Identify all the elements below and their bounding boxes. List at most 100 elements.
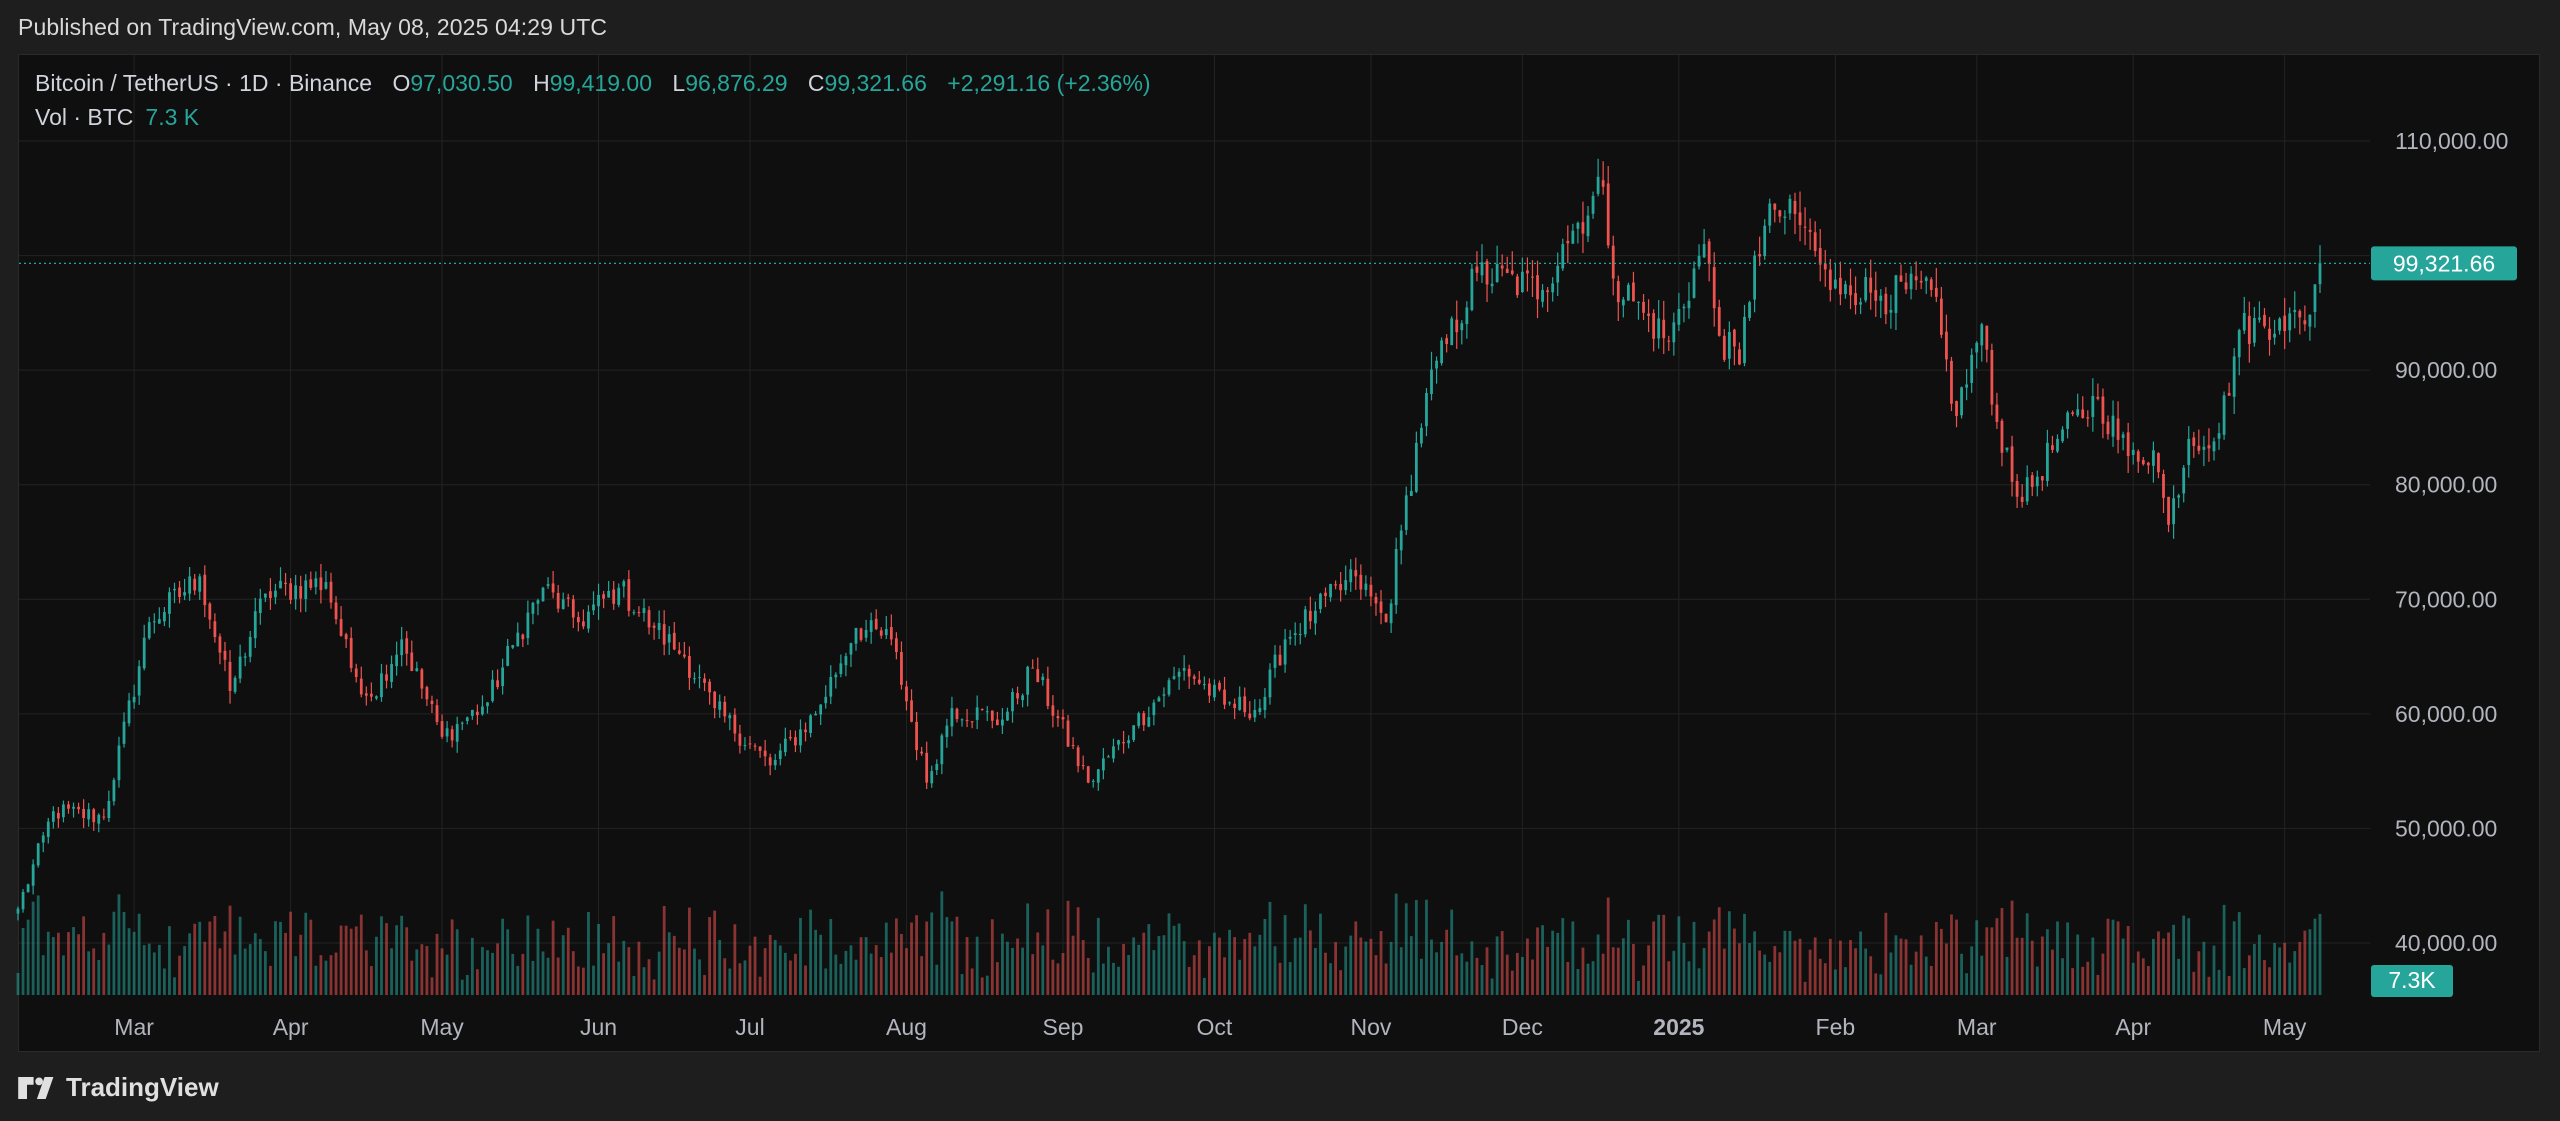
volume-bar — [1627, 919, 1630, 995]
candle-body — [2046, 442, 2049, 481]
volume-bar — [2005, 956, 2009, 995]
candle-body — [1283, 639, 1287, 665]
volume-bar — [960, 974, 964, 995]
volume-bar — [1884, 912, 1888, 995]
volume-bar — [56, 932, 60, 995]
volume-bar — [425, 946, 429, 995]
candle-body — [1228, 702, 1231, 704]
volume-bar — [2177, 958, 2181, 995]
volume-bar — [1985, 927, 1989, 995]
volume-bar — [218, 948, 222, 995]
volume-bar — [334, 952, 338, 995]
candle-body — [274, 590, 277, 598]
volume-bar — [1495, 936, 1499, 995]
candle-body — [1066, 720, 1070, 747]
candle-body — [2222, 395, 2226, 435]
volume-legend: Vol · BTC 7.3 K — [35, 104, 199, 131]
candle-body — [476, 711, 479, 716]
volume-bar — [2212, 945, 2216, 995]
candle-body — [51, 811, 55, 822]
x-tick-label: Mar — [114, 1014, 154, 1040]
volume-bar — [299, 934, 303, 995]
candle-body — [839, 663, 843, 675]
symbol-label[interactable]: Bitcoin / TetherUS · 1D · Binance — [35, 70, 373, 96]
volume-bar — [1132, 937, 1136, 995]
candle-body — [1051, 705, 1055, 716]
candle-body — [2298, 311, 2302, 318]
volume-bar — [905, 948, 908, 995]
volume-bar — [1046, 909, 1050, 995]
candle-body — [778, 750, 782, 759]
volume-label[interactable]: Vol · BTC — [35, 104, 134, 130]
volume-bar — [359, 914, 363, 995]
volume-bar — [1218, 937, 1221, 995]
volume-bar — [289, 911, 292, 995]
volume-bar — [990, 919, 994, 995]
volume-bar — [652, 979, 656, 995]
candle-body — [1657, 318, 1661, 339]
volume-bar — [1556, 932, 1560, 995]
candle-body — [1152, 702, 1156, 716]
volume-bar — [2227, 975, 2231, 995]
volume-bar — [2126, 926, 2130, 995]
volume-bar — [2222, 904, 2226, 995]
volume-bar — [1758, 950, 1762, 995]
candle-body — [1061, 717, 1065, 720]
candle-body — [1475, 266, 1479, 273]
volume-bar — [1929, 965, 1933, 995]
candle-body — [415, 668, 419, 672]
volume-bar — [430, 977, 434, 995]
volume-bar — [2025, 913, 2029, 995]
volume-bar — [1793, 940, 1797, 995]
volume-bar — [1531, 959, 1534, 995]
candle-body — [1253, 709, 1257, 718]
volume-bar — [2101, 953, 2105, 995]
volume-bar — [1904, 939, 1908, 995]
candle-body — [920, 751, 924, 754]
candle-body — [1813, 232, 1817, 251]
candle-body — [127, 700, 131, 724]
volume-bar — [672, 935, 676, 995]
candle-body — [1778, 210, 1782, 217]
volume-bar — [1682, 942, 1686, 995]
volume-bar — [2293, 951, 2297, 995]
volume-bar — [304, 912, 308, 995]
candle-body — [1031, 667, 1035, 669]
candle-body — [46, 821, 50, 837]
volume-bar — [2283, 942, 2287, 995]
volume-bar — [1122, 944, 1125, 995]
candle-body — [1268, 669, 1272, 698]
volume-bar — [1505, 954, 1509, 995]
candle-body — [910, 700, 913, 722]
volume-bar — [1051, 959, 1055, 995]
volume-bar — [188, 933, 192, 995]
tradingview-logo[interactable]: TradingView — [18, 1072, 219, 1103]
candle-body — [698, 677, 701, 679]
candle-body — [551, 583, 555, 593]
candle-body — [193, 578, 197, 591]
candle-body — [2258, 317, 2261, 320]
volume-bar — [1147, 924, 1151, 995]
volume-bar — [1606, 897, 1610, 995]
volume-bar — [263, 951, 267, 995]
candle-body — [1319, 593, 1322, 610]
volume-bar — [1091, 972, 1095, 995]
chart-frame[interactable] — [18, 54, 2540, 1052]
x-tick-label: Jun — [580, 1014, 617, 1040]
volume-bar — [1182, 941, 1186, 995]
y-tick-label: 110,000.00 — [2395, 128, 2508, 154]
volume-bar — [1319, 913, 1322, 995]
volume-bar — [1919, 935, 1923, 995]
volume-bar — [1955, 919, 1958, 995]
candle-body — [915, 721, 918, 751]
volume-bar — [1283, 915, 1287, 995]
candle-body — [1945, 331, 1948, 360]
candle-body — [1177, 671, 1181, 677]
volume-bar — [2040, 936, 2044, 995]
volume-bar — [1722, 948, 1726, 995]
candle-body — [72, 806, 75, 809]
volume-bar — [748, 945, 752, 995]
volume-bar — [1712, 919, 1716, 995]
candle-body — [1071, 744, 1075, 747]
